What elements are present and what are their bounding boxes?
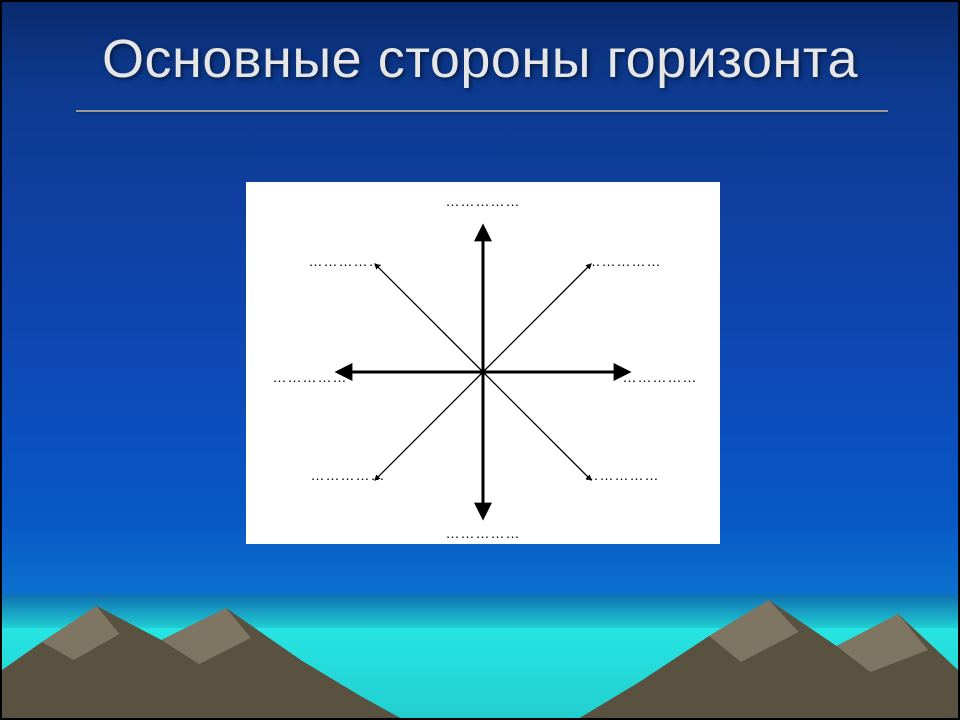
label-w: …………… [273, 369, 348, 385]
label-se: …………… [585, 467, 660, 483]
compass-diagram: …………… …………… …………… …………… …………… …………… …………… …………… [246, 182, 720, 544]
mountains [2, 578, 958, 718]
arrow-ne [483, 264, 591, 372]
label-sw: …………… [311, 467, 386, 483]
arrow-se [483, 372, 591, 480]
title-underline [76, 110, 888, 112]
label-n: …………… [446, 193, 521, 209]
label-e: …………… [623, 369, 698, 385]
label-ne: …………… [587, 253, 662, 269]
arrow-sw [375, 372, 483, 480]
label-nw: …………… [309, 253, 384, 269]
arrow-nw [375, 264, 483, 372]
slide-title: Основные стороны горизонта [2, 28, 958, 90]
slide: Основные стороны горизонта …………………………………… [0, 0, 960, 720]
label-s: …………… [446, 525, 521, 541]
compass-svg: …………… …………… …………… …………… …………… …………… …………… …………… [246, 182, 720, 544]
